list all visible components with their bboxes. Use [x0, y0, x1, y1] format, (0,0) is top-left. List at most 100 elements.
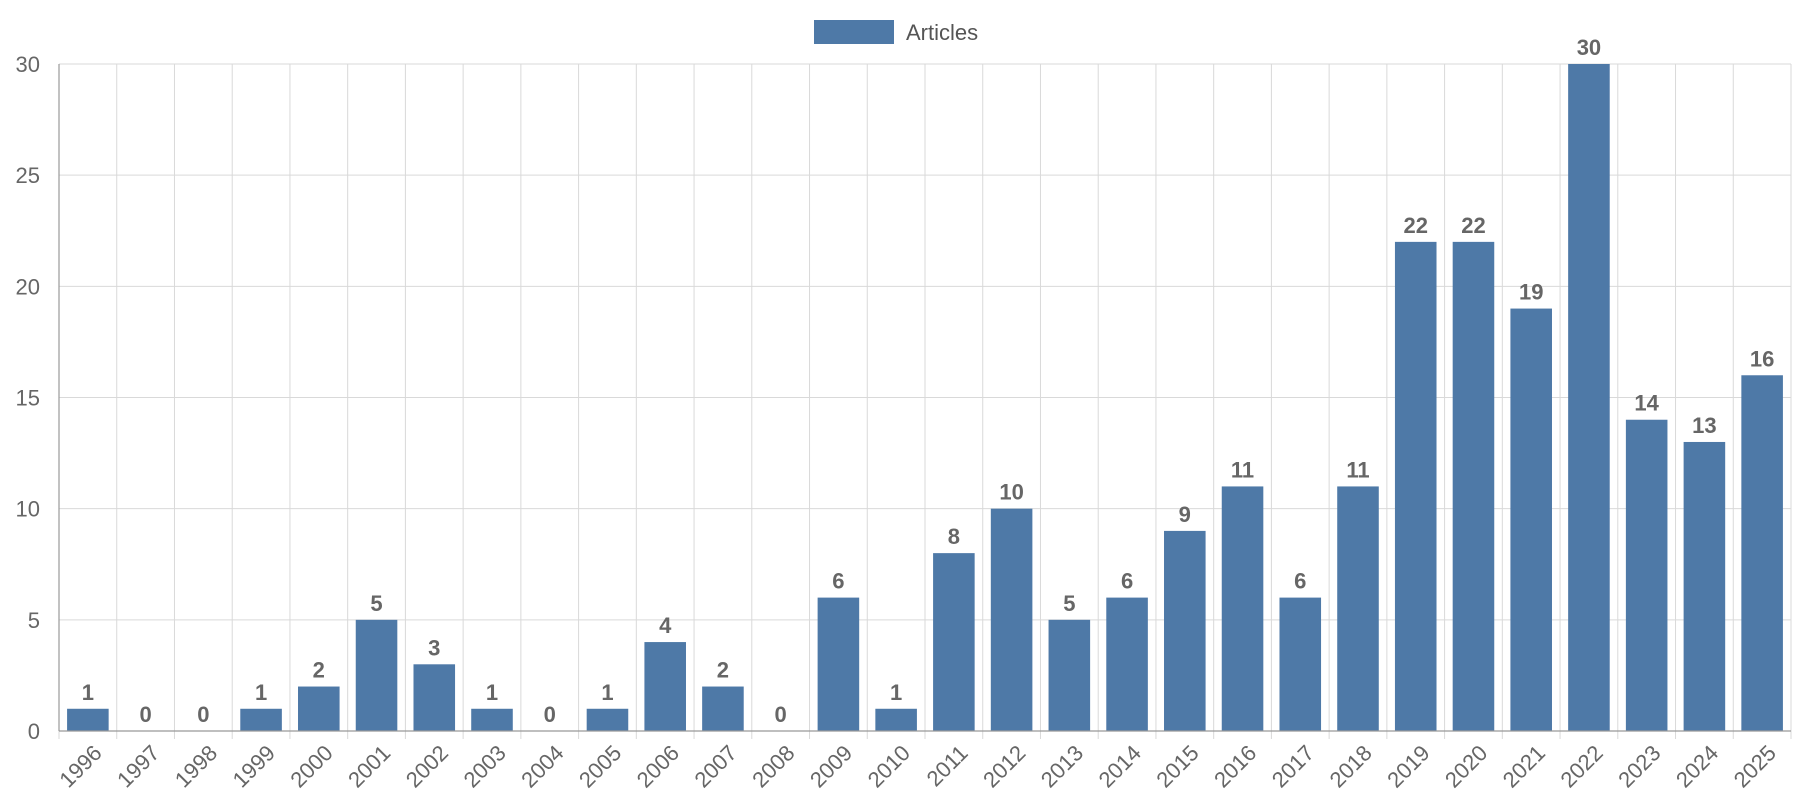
legend[interactable]: Articles	[814, 20, 978, 45]
bar[interactable]	[1741, 375, 1783, 731]
data-label: 9	[1179, 502, 1191, 527]
bar[interactable]	[1279, 597, 1322, 731]
data-label: 6	[1121, 569, 1133, 594]
bar[interactable]	[1048, 619, 1091, 731]
x-tick-label: 2005	[574, 740, 626, 792]
bar[interactable]	[1683, 441, 1726, 731]
data-label: 2	[313, 658, 325, 683]
x-tick-label: 1999	[228, 740, 280, 792]
data-label: 0	[197, 702, 209, 727]
bar[interactable]	[933, 553, 975, 731]
y-tick-label: 0	[28, 719, 40, 744]
x-tick-label: 2022	[1555, 740, 1607, 792]
grid	[58, 63, 1792, 739]
data-label: 14	[1634, 391, 1659, 416]
x-tick-label: 2004	[516, 740, 568, 792]
x-tick-label: 2017	[1267, 740, 1319, 792]
x-tick-label: 2001	[343, 740, 395, 792]
x-tick-label: 1998	[170, 740, 222, 792]
bar[interactable]	[1106, 597, 1148, 731]
x-tick-label: 2000	[285, 740, 337, 792]
data-label: 1	[82, 680, 94, 705]
data-label: 11	[1231, 457, 1254, 482]
x-tick-label: 2002	[401, 740, 453, 792]
bar[interactable]	[1625, 419, 1668, 731]
x-tick-label: 2024	[1671, 740, 1723, 792]
bar[interactable]	[586, 708, 629, 731]
data-label: 0	[544, 702, 556, 727]
x-tick-label: 2015	[1151, 740, 1203, 792]
y-tick-label: 20	[16, 274, 40, 299]
data-label: 1	[486, 680, 498, 705]
x-tick-label: 2020	[1440, 740, 1492, 792]
bar[interactable]	[702, 686, 744, 731]
data-label: 8	[948, 524, 960, 549]
y-tick-label: 15	[16, 386, 40, 411]
data-label: 3	[428, 635, 440, 660]
x-tick-label: 2025	[1729, 740, 1781, 792]
bar[interactable]	[1568, 64, 1610, 731]
data-label: 0	[139, 702, 151, 727]
data-label: 10	[999, 480, 1023, 505]
data-label: 0	[775, 702, 787, 727]
x-tick-label: 2012	[978, 740, 1030, 792]
bar[interactable]	[1510, 308, 1552, 731]
data-label: 30	[1577, 35, 1601, 60]
bar[interactable]	[471, 708, 513, 731]
data-label: 1	[890, 680, 902, 705]
bars	[67, 64, 1783, 731]
data-label: 4	[659, 613, 672, 638]
x-tick-label: 2009	[805, 740, 857, 792]
bar[interactable]	[413, 664, 456, 731]
y-tick-label: 25	[16, 163, 40, 188]
legend-label: Articles	[906, 20, 978, 45]
x-tick-label: 2013	[1036, 740, 1088, 792]
bar[interactable]	[1337, 486, 1379, 731]
data-label: 22	[1461, 213, 1485, 238]
data-label: 11	[1346, 457, 1369, 482]
x-tick-labels: 1996 1997 1998 1999 2000 2001 2002 2003 2004 2005…	[54, 740, 1781, 792]
x-tick-label: 2006	[632, 740, 684, 792]
data-label: 6	[832, 569, 844, 594]
bar[interactable]	[817, 597, 860, 731]
x-tick-label: 2003	[459, 740, 511, 792]
data-label: 5	[1063, 591, 1075, 616]
y-tick-label: 5	[28, 608, 40, 633]
data-label: 13	[1692, 413, 1716, 438]
data-label: 16	[1750, 346, 1774, 371]
axes	[58, 64, 1791, 732]
y-tick-labels: 0 5 10 15 20 25 30	[16, 52, 40, 744]
x-tick-label: 2011	[922, 740, 973, 791]
bar[interactable]	[644, 642, 686, 731]
x-tick-label: 2016	[1209, 740, 1261, 792]
bar[interactable]	[1452, 241, 1495, 731]
y-tick-label: 10	[16, 497, 40, 522]
data-label: 1	[255, 680, 267, 705]
x-tick-label: 2008	[747, 740, 799, 792]
x-tick-label: 2019	[1382, 740, 1434, 792]
x-tick-label: 2014	[1094, 740, 1146, 792]
bar[interactable]	[1164, 530, 1206, 731]
bar[interactable]	[875, 708, 917, 731]
x-tick-label: 2007	[689, 740, 741, 792]
x-tick-label: 1996	[54, 740, 106, 792]
x-tick-label: 2023	[1613, 740, 1665, 792]
y-tick-label: 30	[16, 52, 40, 77]
bar[interactable]	[1221, 486, 1264, 731]
bar[interactable]	[298, 686, 340, 731]
bar[interactable]	[1394, 241, 1437, 731]
data-label: 1	[601, 680, 613, 705]
legend-swatch	[814, 20, 894, 44]
bar[interactable]	[990, 508, 1033, 731]
x-tick-label: 2021	[1498, 740, 1550, 792]
data-label: 22	[1403, 213, 1427, 238]
bar[interactable]	[240, 708, 282, 731]
data-label: 2	[717, 658, 729, 683]
data-label: 19	[1519, 280, 1543, 305]
bar[interactable]	[67, 708, 109, 731]
bar[interactable]	[355, 619, 398, 731]
data-label: 5	[370, 591, 382, 616]
x-tick-label: 2018	[1325, 740, 1377, 792]
